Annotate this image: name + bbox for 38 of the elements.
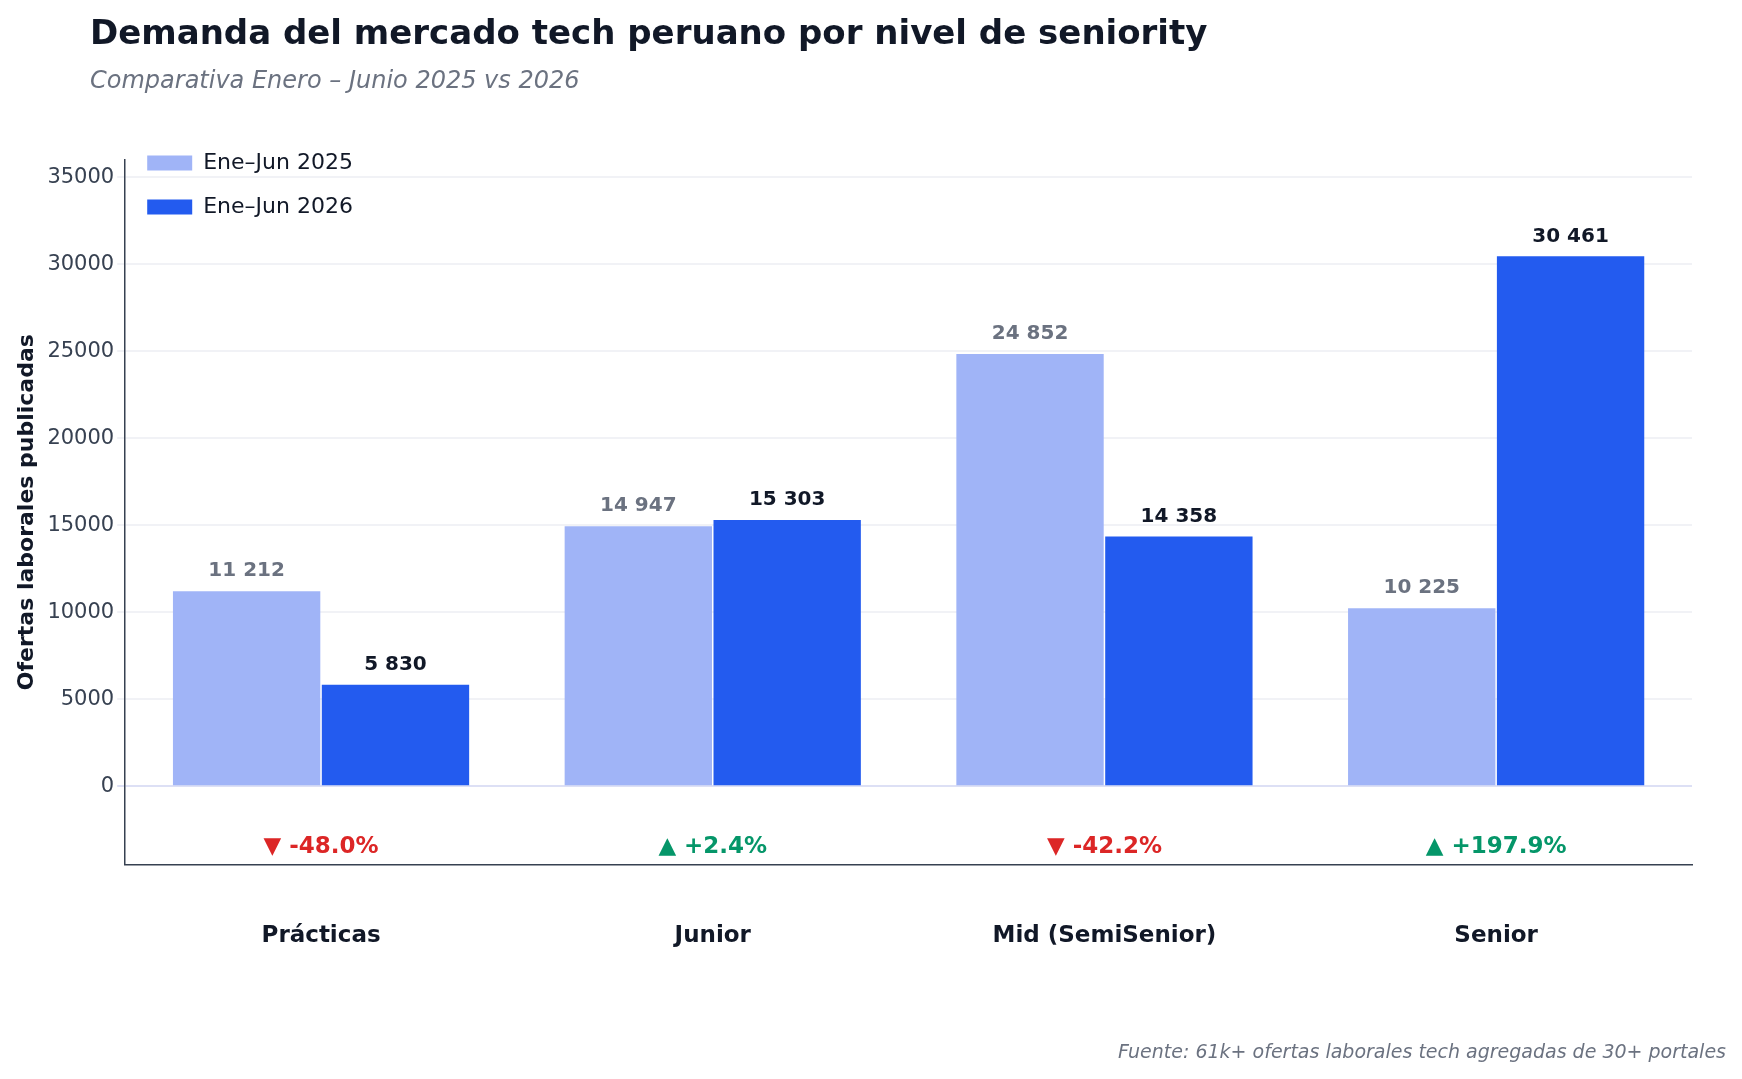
y-tick-label: 30000 xyxy=(47,250,115,275)
x-tick-label: Mid (SemiSenior) xyxy=(992,921,1217,948)
annotation: ▲ +197.9% xyxy=(1425,832,1567,859)
data-label: 30 461 xyxy=(1532,222,1609,247)
data-label: 11 212 xyxy=(208,557,285,582)
bar xyxy=(1105,536,1253,786)
y-tick-label: 10000 xyxy=(47,598,115,623)
x-tick-label: Prácticas xyxy=(261,921,381,948)
bar xyxy=(713,519,861,786)
y-tick-label: 25000 xyxy=(47,337,115,362)
bar xyxy=(1496,256,1645,786)
data-label: 15 303 xyxy=(748,486,826,511)
y-tick-label: 20000 xyxy=(47,424,115,449)
y-tick-label: 15000 xyxy=(47,511,115,536)
y-axis-title: Ofertas laborales publicadas xyxy=(12,334,38,691)
bar xyxy=(564,526,713,786)
annotation: ▲ +2.4% xyxy=(658,832,768,859)
source-note: Fuente: 61k+ ofertas laborales tech agregadas de 30+ portales xyxy=(1117,1040,1726,1062)
data-label: 24 852 xyxy=(991,320,1069,345)
bar xyxy=(956,353,1104,786)
chart-subtitle: Comparativa Enero – Junio 2025 vs 2026 xyxy=(90,66,580,94)
annotation: ▼ -48.0% xyxy=(263,832,379,859)
x-tick-label: Junior xyxy=(672,921,752,948)
y-tick-label: 5000 xyxy=(60,685,115,710)
data-label: 14 358 xyxy=(1140,502,1218,527)
data-label: 10 225 xyxy=(1383,574,1460,599)
legend-label: Ene–Jun 2025 xyxy=(203,148,353,174)
bar xyxy=(1348,608,1496,786)
data-label: 5 830 xyxy=(364,650,427,675)
bar xyxy=(321,684,470,786)
annotation: ▼ -42.2% xyxy=(1046,832,1162,859)
x-tick-label: Senior xyxy=(1454,921,1539,948)
y-tick-label: 35000 xyxy=(47,163,115,188)
bar xyxy=(172,591,321,786)
legend-label: Ene–Jun 2026 xyxy=(203,192,353,218)
data-label: 14 947 xyxy=(600,492,677,517)
y-tick-label: 0 xyxy=(100,772,115,797)
chart-title: Demanda del mercado tech peruano por nivel de seniority xyxy=(90,12,1208,52)
